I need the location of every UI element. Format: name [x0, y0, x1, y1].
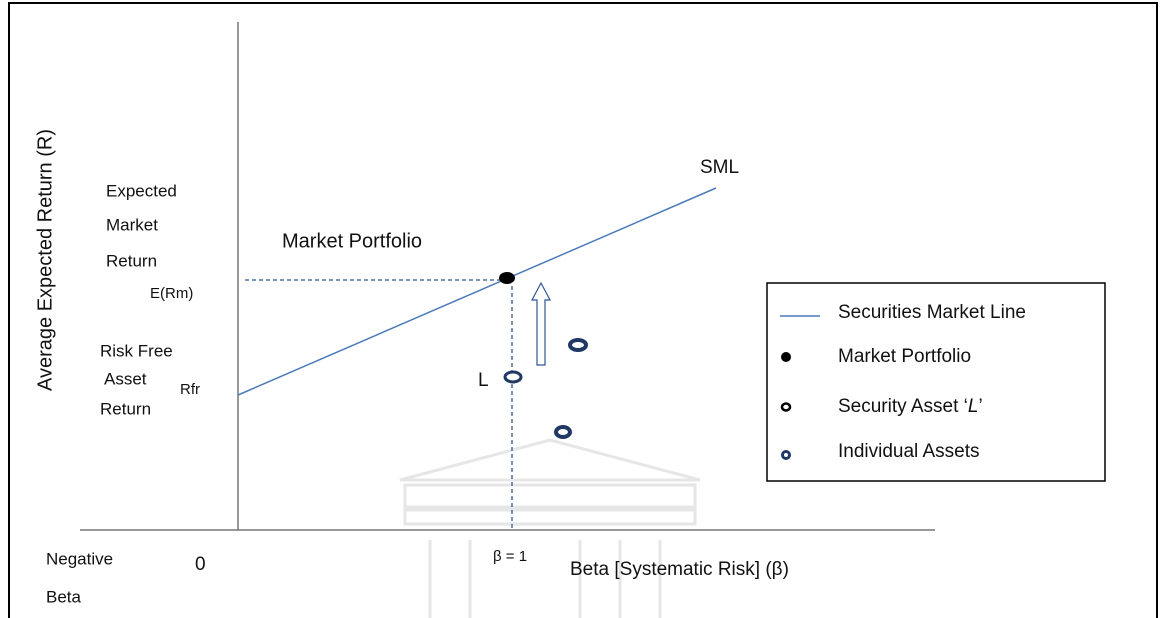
legend-text: ’	[978, 396, 982, 417]
x-axis-label: Beta [Systematic Risk] (β)	[570, 559, 789, 580]
label: Risk Free	[100, 341, 173, 360]
label: Negative	[46, 549, 113, 568]
legend-entry: Individual Assets	[838, 441, 980, 462]
security-l-point	[503, 370, 523, 384]
label: Asset	[104, 369, 147, 388]
label: 0	[195, 554, 206, 575]
asset-point	[554, 425, 572, 439]
label: Rfr	[180, 381, 200, 398]
watermark	[399, 438, 701, 618]
legend-text: Security Asset ‘	[838, 396, 968, 417]
legend-dot	[780, 402, 792, 412]
legend-entry: Market Portfolio	[838, 346, 971, 367]
sml-line	[237, 187, 717, 396]
arrow	[531, 281, 551, 366]
legend-entry: Securities Market Line	[838, 302, 1026, 323]
legend-dot	[781, 450, 791, 460]
label: Expected	[106, 181, 177, 200]
legend-text: L	[968, 396, 979, 417]
legend: Securities Market Line Market Portfolio …	[766, 282, 1106, 482]
legend-box	[766, 282, 1106, 482]
label: E(Rm)	[150, 285, 193, 302]
market-portfolio-point	[499, 272, 515, 284]
label: Return	[100, 399, 151, 418]
label: β = 1	[493, 548, 527, 565]
legend-dot	[781, 352, 791, 362]
legend-entry: Security Asset ‘L’	[838, 396, 983, 417]
frame	[8, 2, 1158, 618]
annotation: Market Portfolio	[282, 230, 422, 252]
y-axis-label: Average Expected Return (R)	[34, 129, 56, 391]
asset-point	[568, 338, 588, 352]
annotation: SML	[700, 157, 739, 178]
label: Market	[106, 215, 158, 234]
annotation: L	[478, 370, 489, 391]
label: Beta	[46, 587, 82, 606]
label: Return	[106, 251, 157, 270]
